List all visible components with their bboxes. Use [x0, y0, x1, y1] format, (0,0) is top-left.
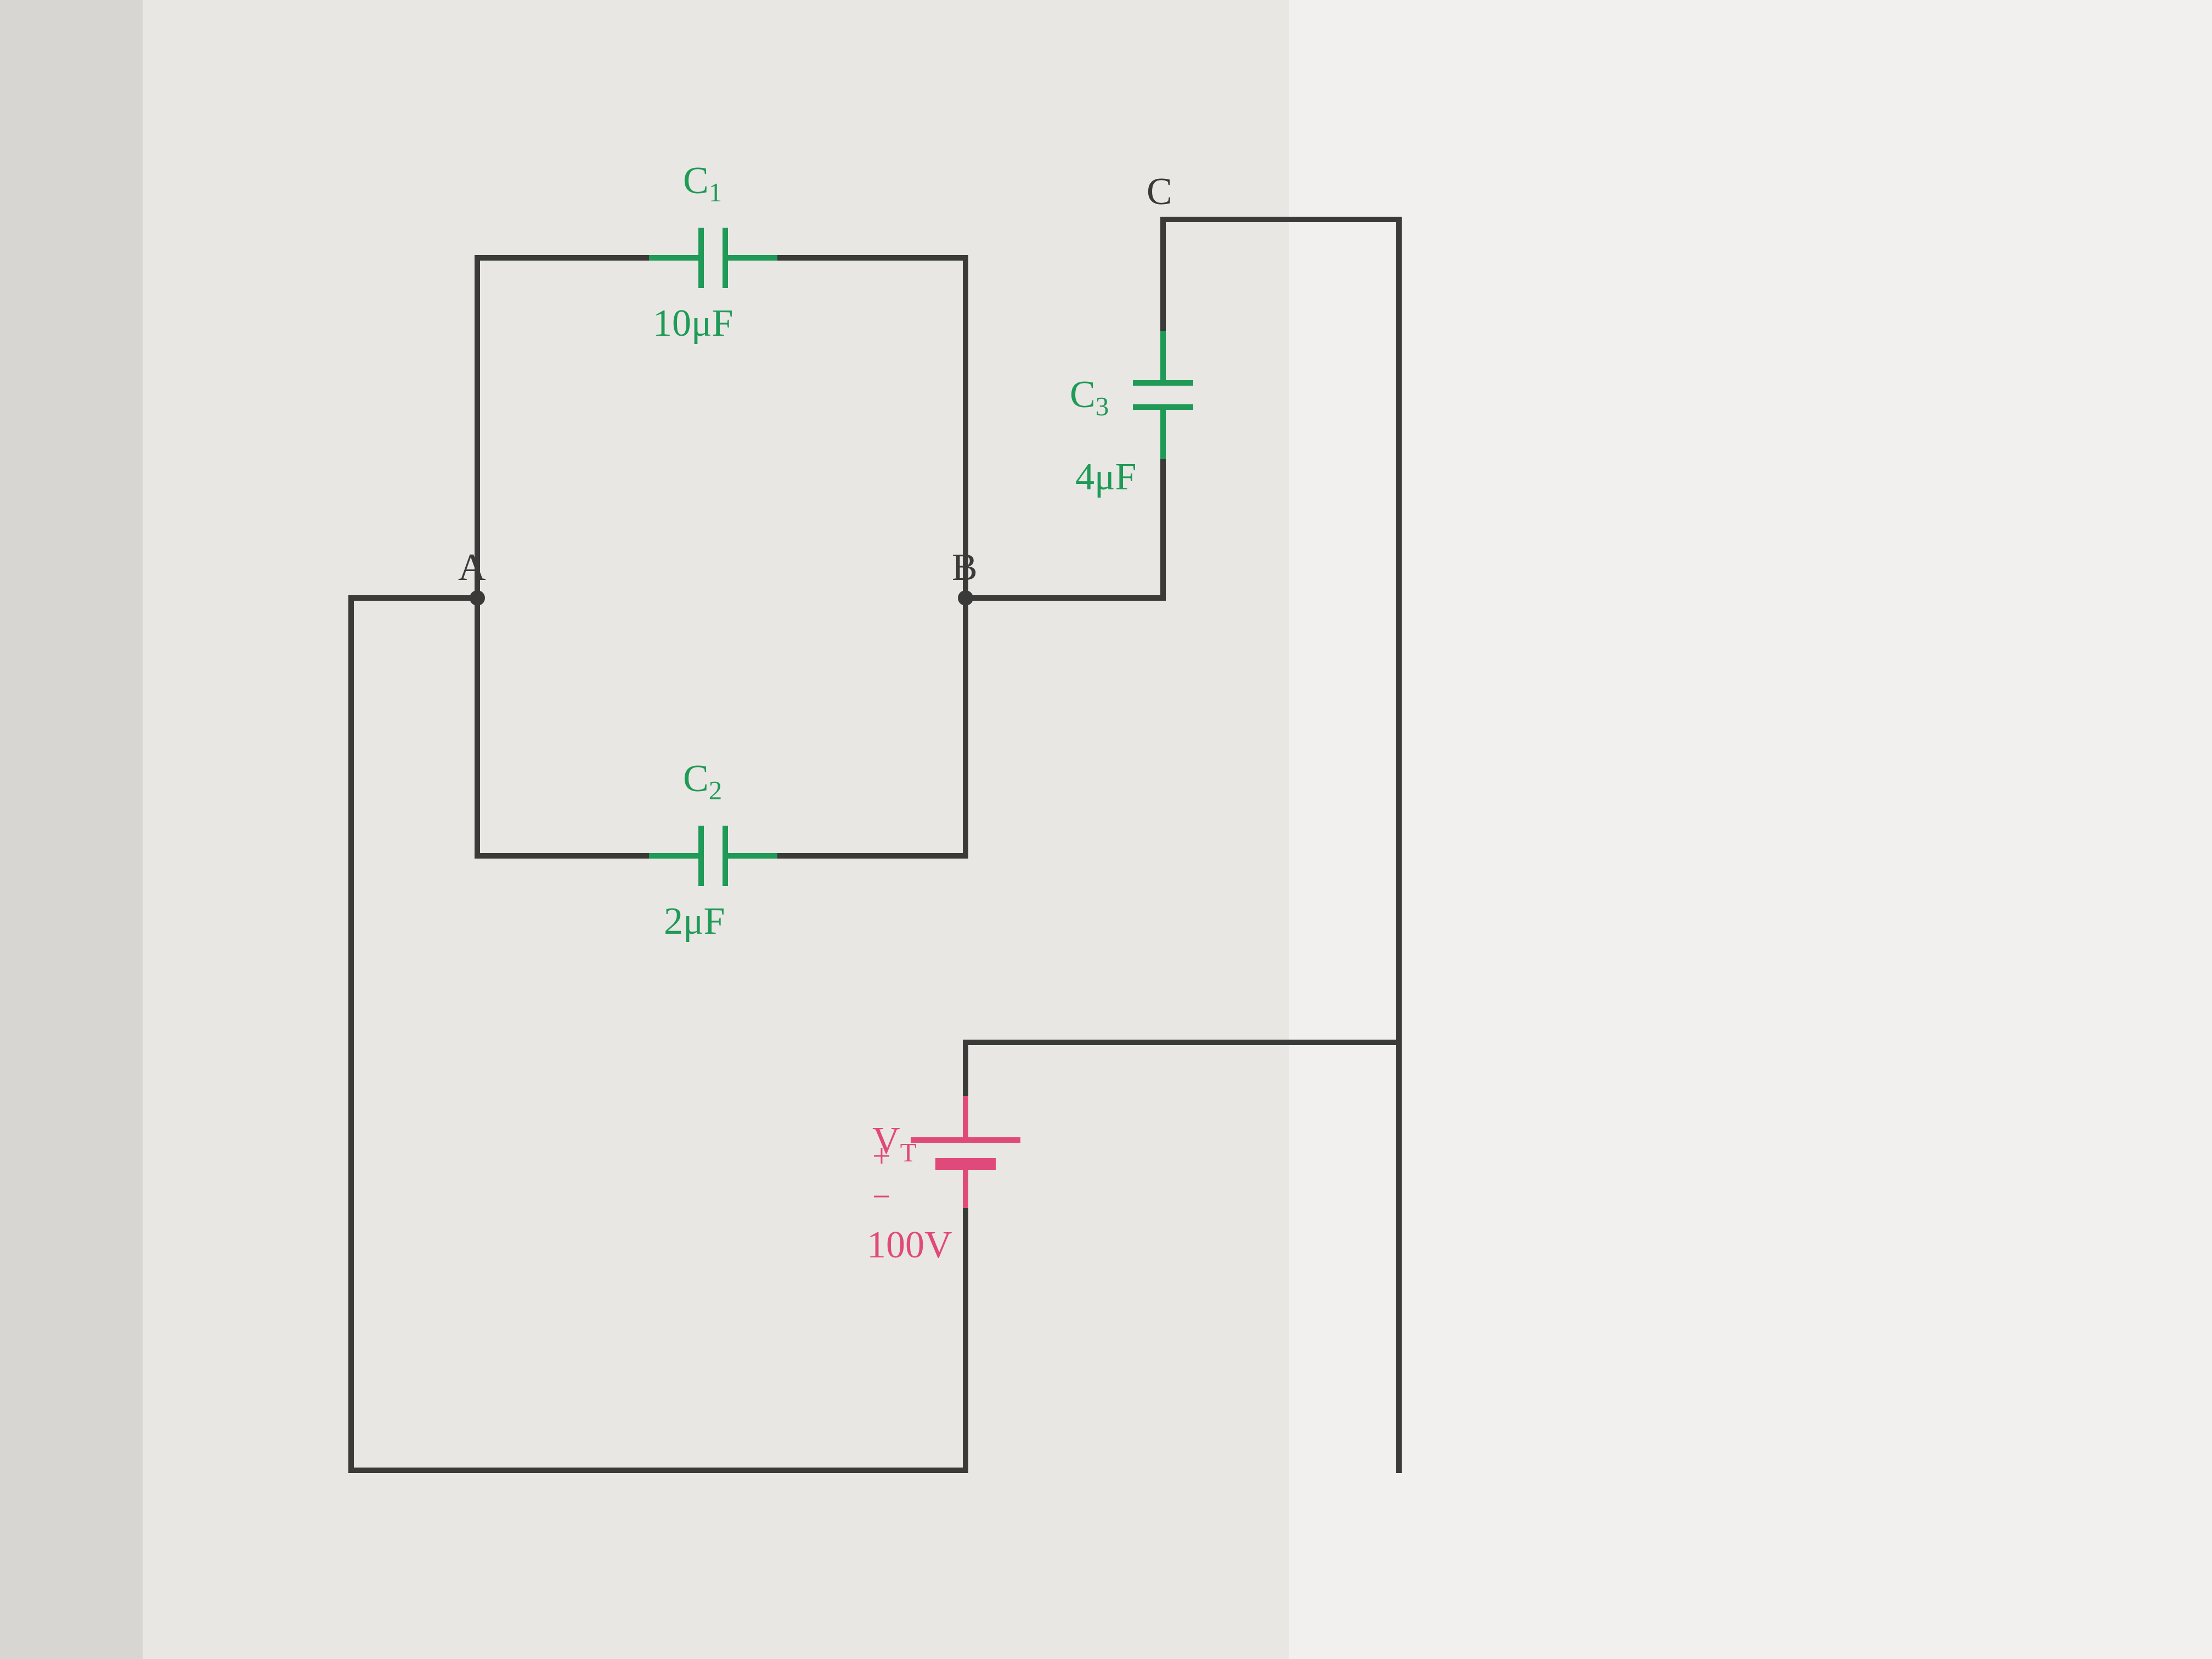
source-minus: −	[872, 1178, 891, 1216]
cap-name-c2: C2	[683, 757, 722, 806]
source-plus: +	[872, 1137, 891, 1175]
source-value: 100V	[867, 1223, 952, 1267]
circuit-svg	[0, 0, 2212, 1659]
page: C110μFC22μFC34μFVT100V+−ABC	[0, 0, 2212, 1659]
cap-value-c3: 4μF	[1075, 455, 1136, 499]
node-label-c: C	[1147, 170, 1172, 214]
cap-name-c3: C3	[1070, 373, 1109, 422]
cap-value-c2: 2μF	[664, 900, 725, 944]
cap-value-c1: 10μF	[653, 302, 733, 346]
cap-name-c1: C1	[683, 159, 722, 208]
node-label-a: A	[458, 546, 486, 590]
node-label-b: B	[952, 546, 978, 590]
